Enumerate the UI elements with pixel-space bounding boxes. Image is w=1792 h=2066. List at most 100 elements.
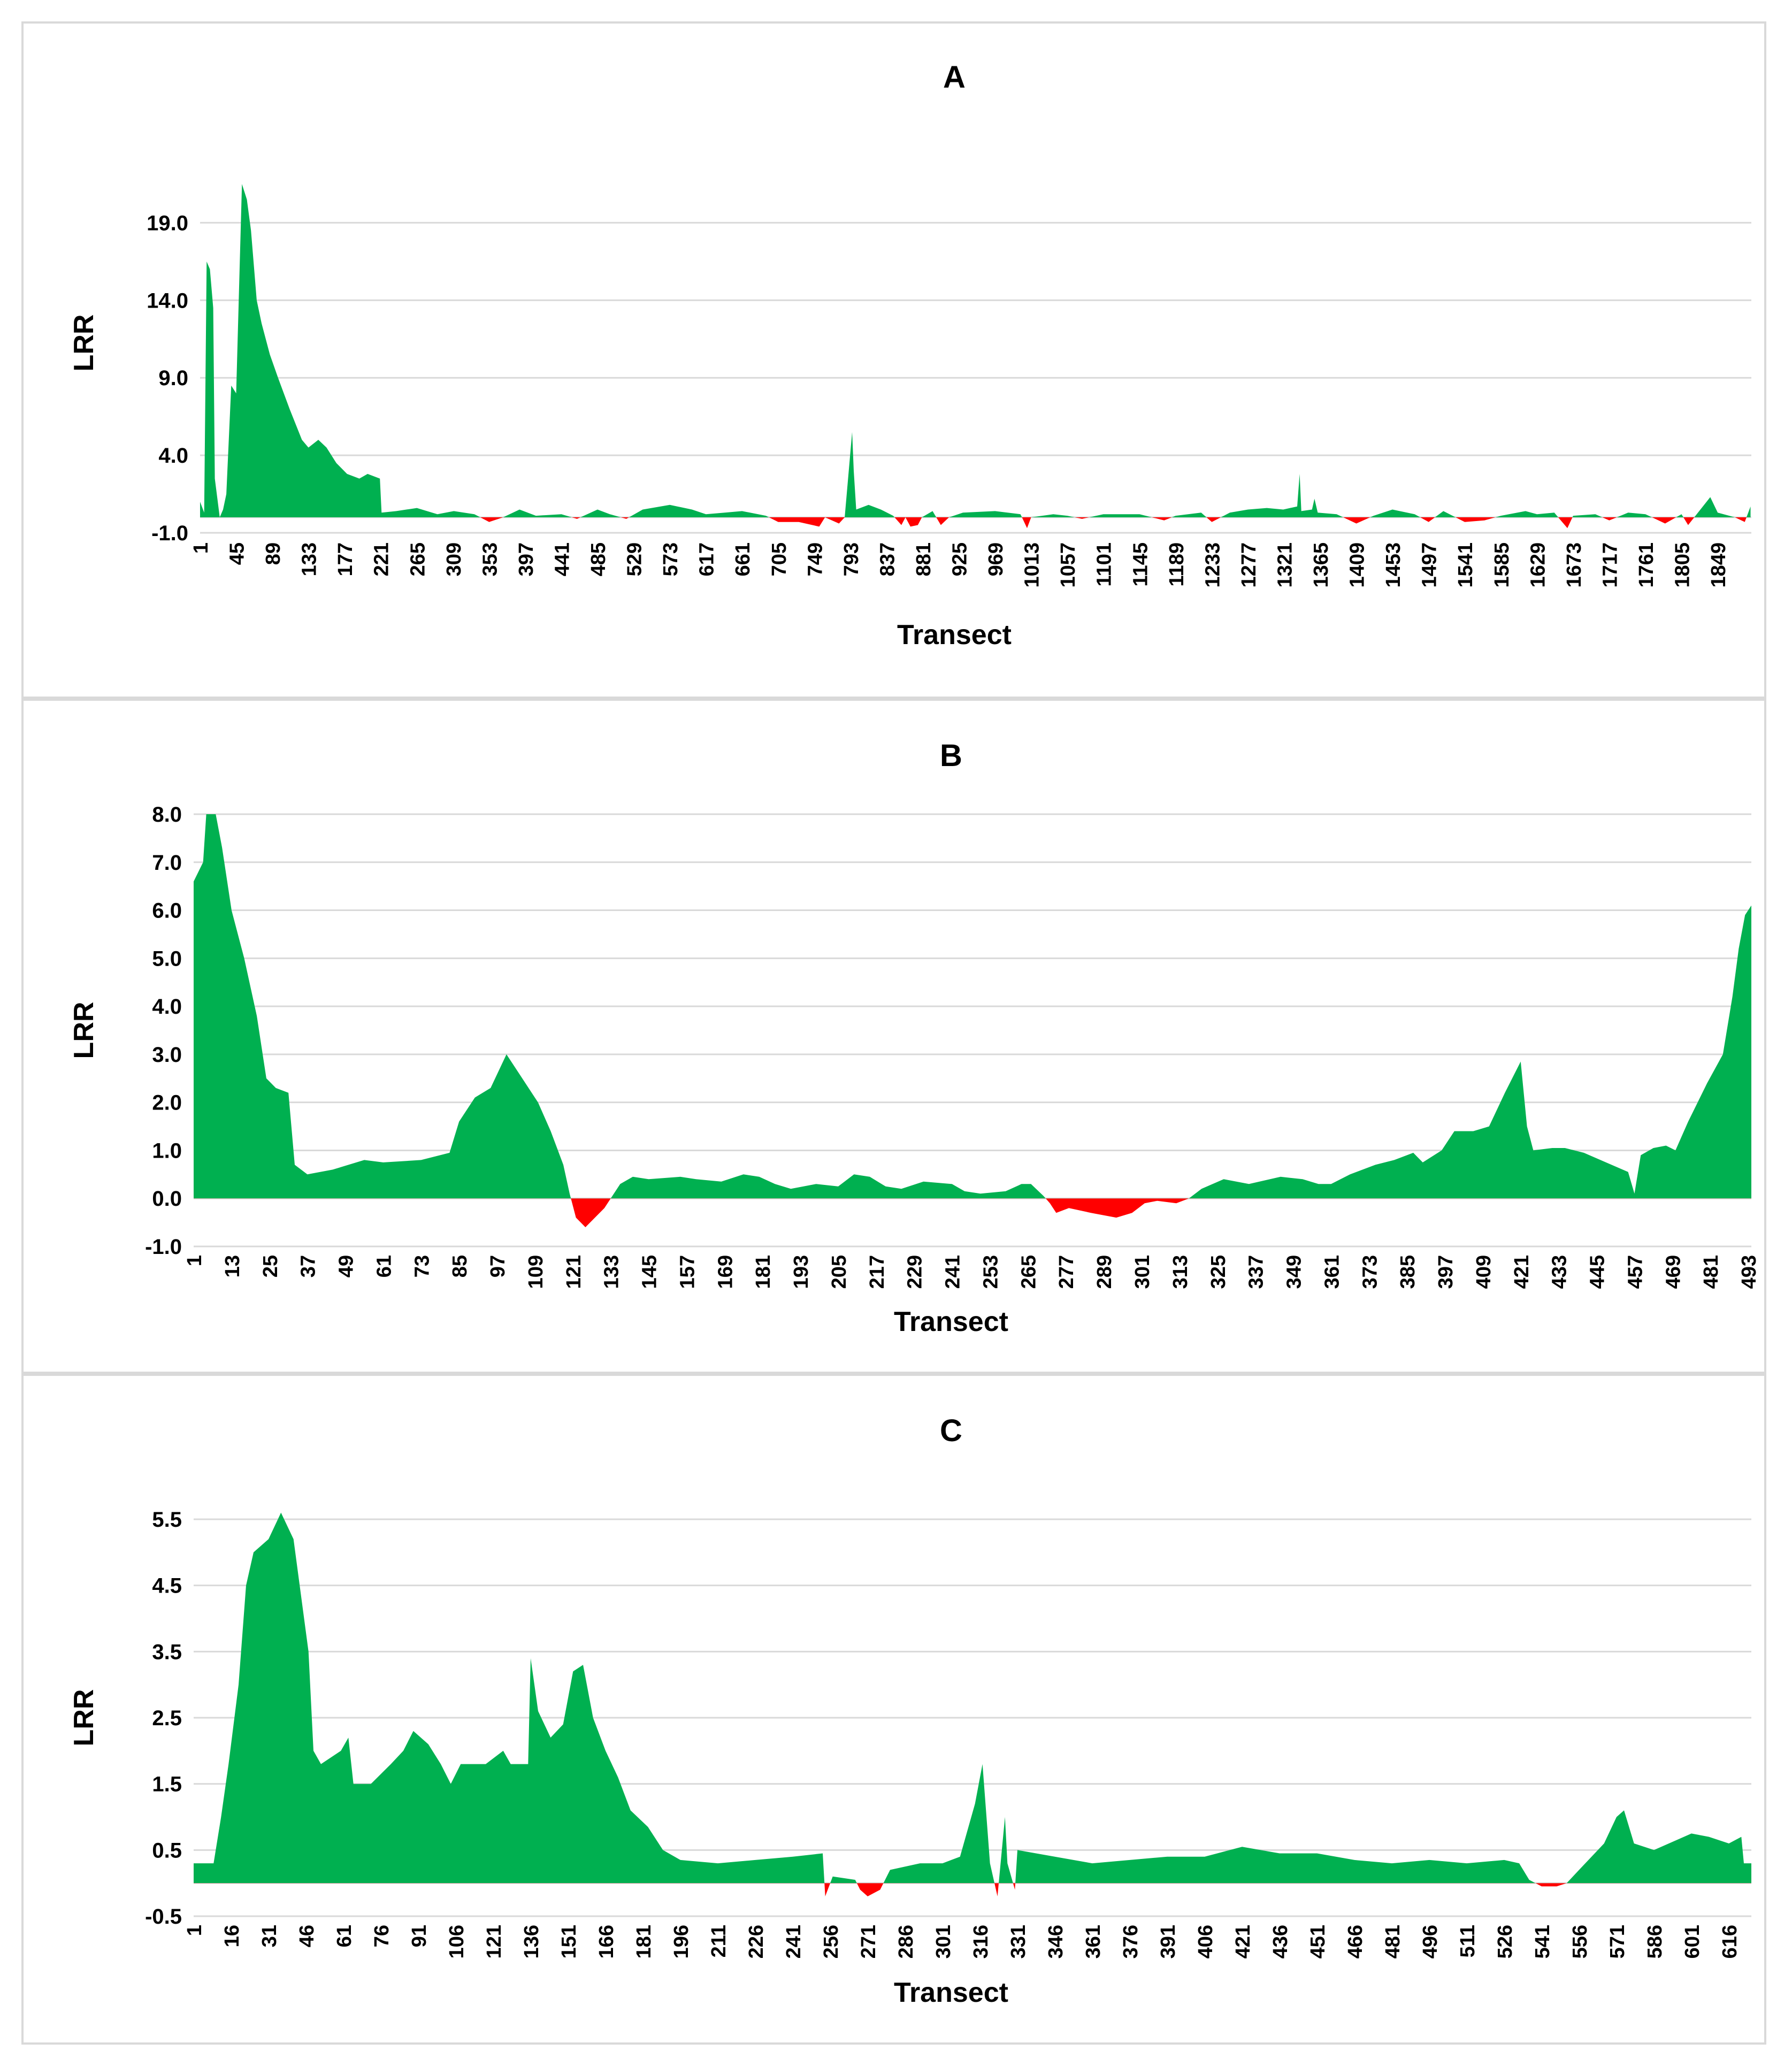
y-tick-label: 7.0 <box>152 851 182 875</box>
x-tick-label: 433 <box>1549 1255 1571 1289</box>
x-tick-label: 749 <box>804 542 826 576</box>
x-tick-label: 1189 <box>1166 542 1188 586</box>
x-tick-label: 1409 <box>1346 542 1369 588</box>
series-area-positive <box>194 814 1751 1199</box>
y-tick-label: 4.0 <box>152 995 182 1019</box>
chart-title: A <box>943 60 966 95</box>
x-tick-label: 529 <box>624 542 646 576</box>
x-tick-label: 421 <box>1232 1925 1254 1958</box>
x-tick-label: 256 <box>820 1925 843 1958</box>
x-tick-label: 193 <box>790 1255 813 1289</box>
x-tick-label: 151 <box>558 1925 580 1958</box>
x-tick-label: 181 <box>752 1255 775 1289</box>
x-tick-label: 346 <box>1045 1925 1067 1958</box>
x-tick-label: 661 <box>732 542 754 576</box>
x-tick-label: 46 <box>296 1925 318 1947</box>
x-tick-label: 1057 <box>1057 542 1079 588</box>
x-tick-label: 436 <box>1269 1925 1292 1958</box>
x-tick-label: 1541 <box>1454 542 1477 588</box>
series-area-negative <box>480 517 1747 529</box>
series-area-positive <box>194 1512 1751 1884</box>
x-tick-label: 145 <box>639 1255 661 1289</box>
x-tick-label: 496 <box>1419 1925 1442 1958</box>
x-tick-label: 1101 <box>1093 542 1116 586</box>
y-tick-label: 0.5 <box>152 1839 182 1862</box>
x-tick-label: 253 <box>980 1255 1002 1289</box>
x-tick-label: 121 <box>483 1925 506 1958</box>
x-tick-label: 301 <box>932 1925 955 1958</box>
x-tick-label: 457 <box>1625 1255 1647 1289</box>
x-tick-label: 265 <box>407 542 429 576</box>
y-tick-label: 5.0 <box>152 947 182 970</box>
y-tick-label: 5.5 <box>152 1508 182 1532</box>
chart-title: C <box>940 1413 962 1448</box>
x-tick-label: 286 <box>895 1925 917 1958</box>
x-tick-label: 181 <box>633 1925 655 1958</box>
x-tick-label: 481 <box>1700 1255 1722 1289</box>
chart-title: B <box>940 738 962 773</box>
x-tick-label: 196 <box>670 1925 693 1958</box>
x-tick-label: 16 <box>221 1925 243 1947</box>
x-tick-label: 421 <box>1511 1255 1533 1289</box>
chart-c: C 5.5 4.5 3.5 2.5 1.5 0.5 -0.51 16 31 46 61 76 91 106 1… <box>68 1413 1751 2008</box>
x-tick-label: 1673 <box>1563 542 1586 588</box>
x-tick-label: 309 <box>443 542 465 576</box>
x-tick-label: 25 <box>259 1255 282 1277</box>
x-tick-label: 391 <box>1157 1925 1180 1958</box>
x-tick-label: 511 <box>1457 1925 1479 1957</box>
x-tick-label: 73 <box>411 1255 433 1277</box>
y-axis-title: LRR <box>68 315 99 372</box>
series-area-positive <box>200 184 1751 518</box>
y-tick-label: 3.5 <box>152 1640 182 1664</box>
x-tick-label: 211 <box>708 1925 730 1957</box>
chart-a: A 19.0 14.0 9.0 4.0 -1.01 45 89 133 177 221 265 309 3… <box>68 60 1751 651</box>
x-tick-label: 229 <box>904 1255 926 1289</box>
x-tick-label: 1453 <box>1382 542 1405 588</box>
x-tick-label: 37 <box>297 1255 320 1277</box>
x-tick-label: 217 <box>866 1255 889 1289</box>
x-tick-label: 541 <box>1531 1925 1554 1958</box>
y-tick-label: 1.5 <box>152 1773 182 1796</box>
x-tick-label: 91 <box>408 1925 431 1947</box>
y-tick-label: 4.5 <box>152 1574 182 1598</box>
x-axis-title: Transect <box>894 1306 1008 1337</box>
x-tick-label: 1233 <box>1201 542 1224 588</box>
x-tick-label: 289 <box>1093 1255 1116 1289</box>
y-tick-label: 0.0 <box>152 1187 182 1211</box>
x-tick-label: 406 <box>1194 1925 1217 1958</box>
x-tick-label: 349 <box>1283 1255 1306 1289</box>
x-tick-label: 325 <box>1207 1255 1230 1289</box>
x-tick-label: 376 <box>1120 1925 1142 1958</box>
chart-b: B 8.0 7.0 6.0 5.0 4.0 3.0 2.0 1.0 0.0 -1.01 13 25 37 4… <box>68 738 1760 1337</box>
x-tick-label: 969 <box>985 542 1007 576</box>
x-tick-label: 337 <box>1245 1255 1268 1289</box>
x-tick-label: 1 <box>190 542 212 554</box>
x-tick-label: 1805 <box>1672 542 1694 588</box>
x-tick-label: 136 <box>520 1925 543 1958</box>
chart-panel-c: C 5.5 4.5 3.5 2.5 1.5 0.5 -0.5 1 16 31 46 61 76 91 106 1… <box>21 1374 1766 2045</box>
x-tick-label: 1145 <box>1129 542 1152 586</box>
x-tick-label: 265 <box>1017 1255 1040 1289</box>
x-tick-label: 271 <box>857 1925 880 1958</box>
x-tick-label: 226 <box>745 1925 768 1958</box>
x-tick-label: 616 <box>1719 1925 1741 1958</box>
x-tick-label: 1277 <box>1238 542 1260 588</box>
x-tick-label: 85 <box>449 1255 471 1277</box>
x-tick-label: 445 <box>1587 1255 1609 1289</box>
y-tick-label: 3.0 <box>152 1043 182 1067</box>
x-tick-label: 1849 <box>1707 542 1730 588</box>
x-tick-label: 793 <box>840 542 863 576</box>
x-tick-label: 469 <box>1662 1255 1684 1289</box>
x-tick-label: 169 <box>714 1255 737 1289</box>
y-tick-label: 6.0 <box>152 899 182 923</box>
y-tick-label: -1.0 <box>145 1235 182 1259</box>
x-tick-label: 316 <box>970 1925 992 1958</box>
x-tick-label: 617 <box>696 542 718 576</box>
x-tick-label: 97 <box>487 1255 509 1277</box>
x-tick-label: 241 <box>783 1925 805 1958</box>
x-tick-label: 373 <box>1359 1255 1381 1289</box>
x-tick-label: 481 <box>1382 1925 1404 1958</box>
x-tick-label: 166 <box>595 1925 618 1958</box>
x-tick-label: 331 <box>1007 1925 1030 1958</box>
x-tick-label: 485 <box>587 542 610 576</box>
